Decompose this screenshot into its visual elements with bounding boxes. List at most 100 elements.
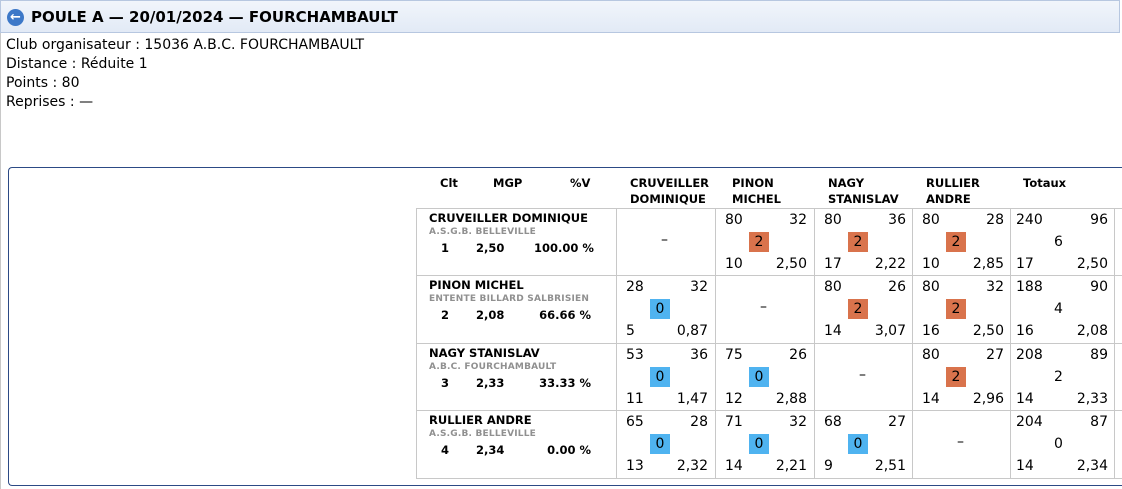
match-cell-serie: 11 (626, 391, 644, 407)
match-cell-reprises: 27 (986, 347, 1004, 363)
player-percent-wins: 33.33 % (539, 376, 591, 390)
match-cell-points: 65 (626, 414, 644, 430)
total-points: 240 (1016, 212, 1043, 228)
col-divider (715, 208, 716, 479)
match-points-badge: 2 (946, 232, 966, 252)
empty-cell: – (859, 367, 866, 383)
total-moyenne: 2,08 (1076, 323, 1108, 339)
col-header-opponent-3: NAGY STANISLAV (828, 176, 899, 206)
match-cell-serie: 12 (725, 391, 743, 407)
col-divider (814, 208, 815, 479)
match-cell-reprises: 36 (690, 347, 708, 363)
match-cell-moyenne: 1,47 (676, 391, 708, 407)
player-name: CRUVEILLER DOMINIQUE (429, 211, 588, 225)
match-cell-moyenne: 0,87 (676, 323, 708, 339)
col-header-opponent-4: RULLIER ANDRE (926, 176, 980, 206)
match-points-badge: 0 (749, 367, 769, 387)
match-cell-points: 80 (922, 347, 940, 363)
match-cell-serie: 9 (824, 458, 833, 474)
match-cell-moyenne: 2,51 (874, 458, 906, 474)
match-cell-reprises: 32 (789, 212, 807, 228)
arrow-left-circle-icon[interactable]: ← (7, 9, 24, 26)
match-cell-points: 80 (824, 212, 842, 228)
match-cell-moyenne: 2,32 (676, 458, 708, 474)
match-cell-points: 75 (725, 347, 743, 363)
match-points-badge: 0 (749, 434, 769, 454)
match-cell-reprises: 32 (789, 414, 807, 430)
player-mgp: 2,08 (476, 308, 505, 322)
match-points-badge: 0 (848, 434, 868, 454)
player-name: RULLIER ANDRE (429, 413, 532, 427)
player-mgp: 2,33 (476, 376, 505, 390)
match-cell-points: 68 (824, 414, 842, 430)
player-percent-wins: 0.00 % (547, 443, 591, 457)
player-name: NAGY STANISLAV (429, 346, 540, 360)
match-cell-reprises: 32 (986, 279, 1004, 295)
total-serie: 14 (1016, 391, 1034, 407)
total-points: 188 (1016, 279, 1043, 295)
info-points: Points : 80 (6, 75, 80, 91)
player-club: A.B.C. FOURCHAMBAULT (429, 362, 557, 372)
match-cell-serie: 5 (626, 323, 635, 339)
col-header-pv: %V (570, 176, 591, 190)
match-cell-points: 80 (824, 279, 842, 295)
match-cell-serie: 14 (922, 391, 940, 407)
player-mgp: 2,34 (476, 443, 505, 457)
info-club: Club organisateur : 15036 A.B.C. FOURCHA… (6, 37, 365, 53)
match-points-badge: 2 (848, 232, 868, 252)
empty-cell: – (957, 434, 964, 450)
match-cell-reprises: 27 (888, 414, 906, 430)
match-cell-moyenne: 2,85 (972, 256, 1004, 272)
player-rank: 1 (441, 241, 450, 255)
match-points-badge: 2 (848, 299, 868, 319)
total-match-points: 2 (1054, 369, 1063, 385)
player-name: PINON MICHEL (429, 278, 524, 292)
match-cell-reprises: 32 (690, 279, 708, 295)
col-divider (912, 208, 913, 479)
total-reprises: 87 (1090, 414, 1108, 430)
match-cell-reprises: 28 (690, 414, 708, 430)
match-cell-moyenne: 2,96 (972, 391, 1004, 407)
total-moyenne: 2,34 (1076, 458, 1108, 474)
match-cell-moyenne: 2,88 (775, 391, 807, 407)
total-reprises: 89 (1090, 347, 1108, 363)
match-cell-reprises: 26 (789, 347, 807, 363)
match-cell-moyenne: 3,07 (874, 323, 906, 339)
total-serie: 17 (1016, 256, 1034, 272)
match-cell-reprises: 28 (986, 212, 1004, 228)
results-panel (8, 167, 1122, 486)
col-header-opponent-2: PINON MICHEL (732, 176, 781, 206)
player-club: A.S.G.B. BELLEVILLE (429, 429, 537, 439)
col-divider (416, 208, 417, 479)
col-header-mgp: MGP (493, 176, 523, 190)
total-serie: 14 (1016, 458, 1034, 474)
col-header-clt: Clt (440, 176, 458, 190)
page-title: POULE A — 20/01/2024 — FOURCHAMBAULT (31, 8, 398, 26)
match-cell-serie: 10 (922, 256, 940, 272)
total-reprises: 96 (1090, 212, 1108, 228)
match-cell-serie: 10 (725, 256, 743, 272)
col-divider (616, 208, 617, 479)
total-moyenne: 2,33 (1076, 391, 1108, 407)
total-serie: 16 (1016, 323, 1034, 339)
match-cell-serie: 17 (824, 256, 842, 272)
row-divider (416, 410, 1122, 411)
match-points-badge: 0 (650, 299, 670, 319)
empty-cell: – (760, 299, 767, 315)
match-points-badge: 2 (749, 232, 769, 252)
col-header-totaux: Totaux (1023, 176, 1067, 190)
match-cell-points: 80 (922, 212, 940, 228)
total-points: 208 (1016, 347, 1043, 363)
match-cell-serie: 14 (725, 458, 743, 474)
row-divider (416, 343, 1122, 344)
match-cell-moyenne: 2,50 (972, 323, 1004, 339)
row-divider (416, 275, 1122, 276)
player-percent-wins: 66.66 % (539, 308, 591, 322)
match-cell-points: 71 (725, 414, 743, 430)
match-cell-moyenne: 2,21 (775, 458, 807, 474)
player-mgp: 2,50 (476, 241, 505, 255)
col-divider (1114, 208, 1115, 479)
player-club: ENTENTE BILLARD SALBRISIEN (429, 294, 590, 304)
player-rank: 2 (441, 308, 450, 322)
match-cell-points: 53 (626, 347, 644, 363)
